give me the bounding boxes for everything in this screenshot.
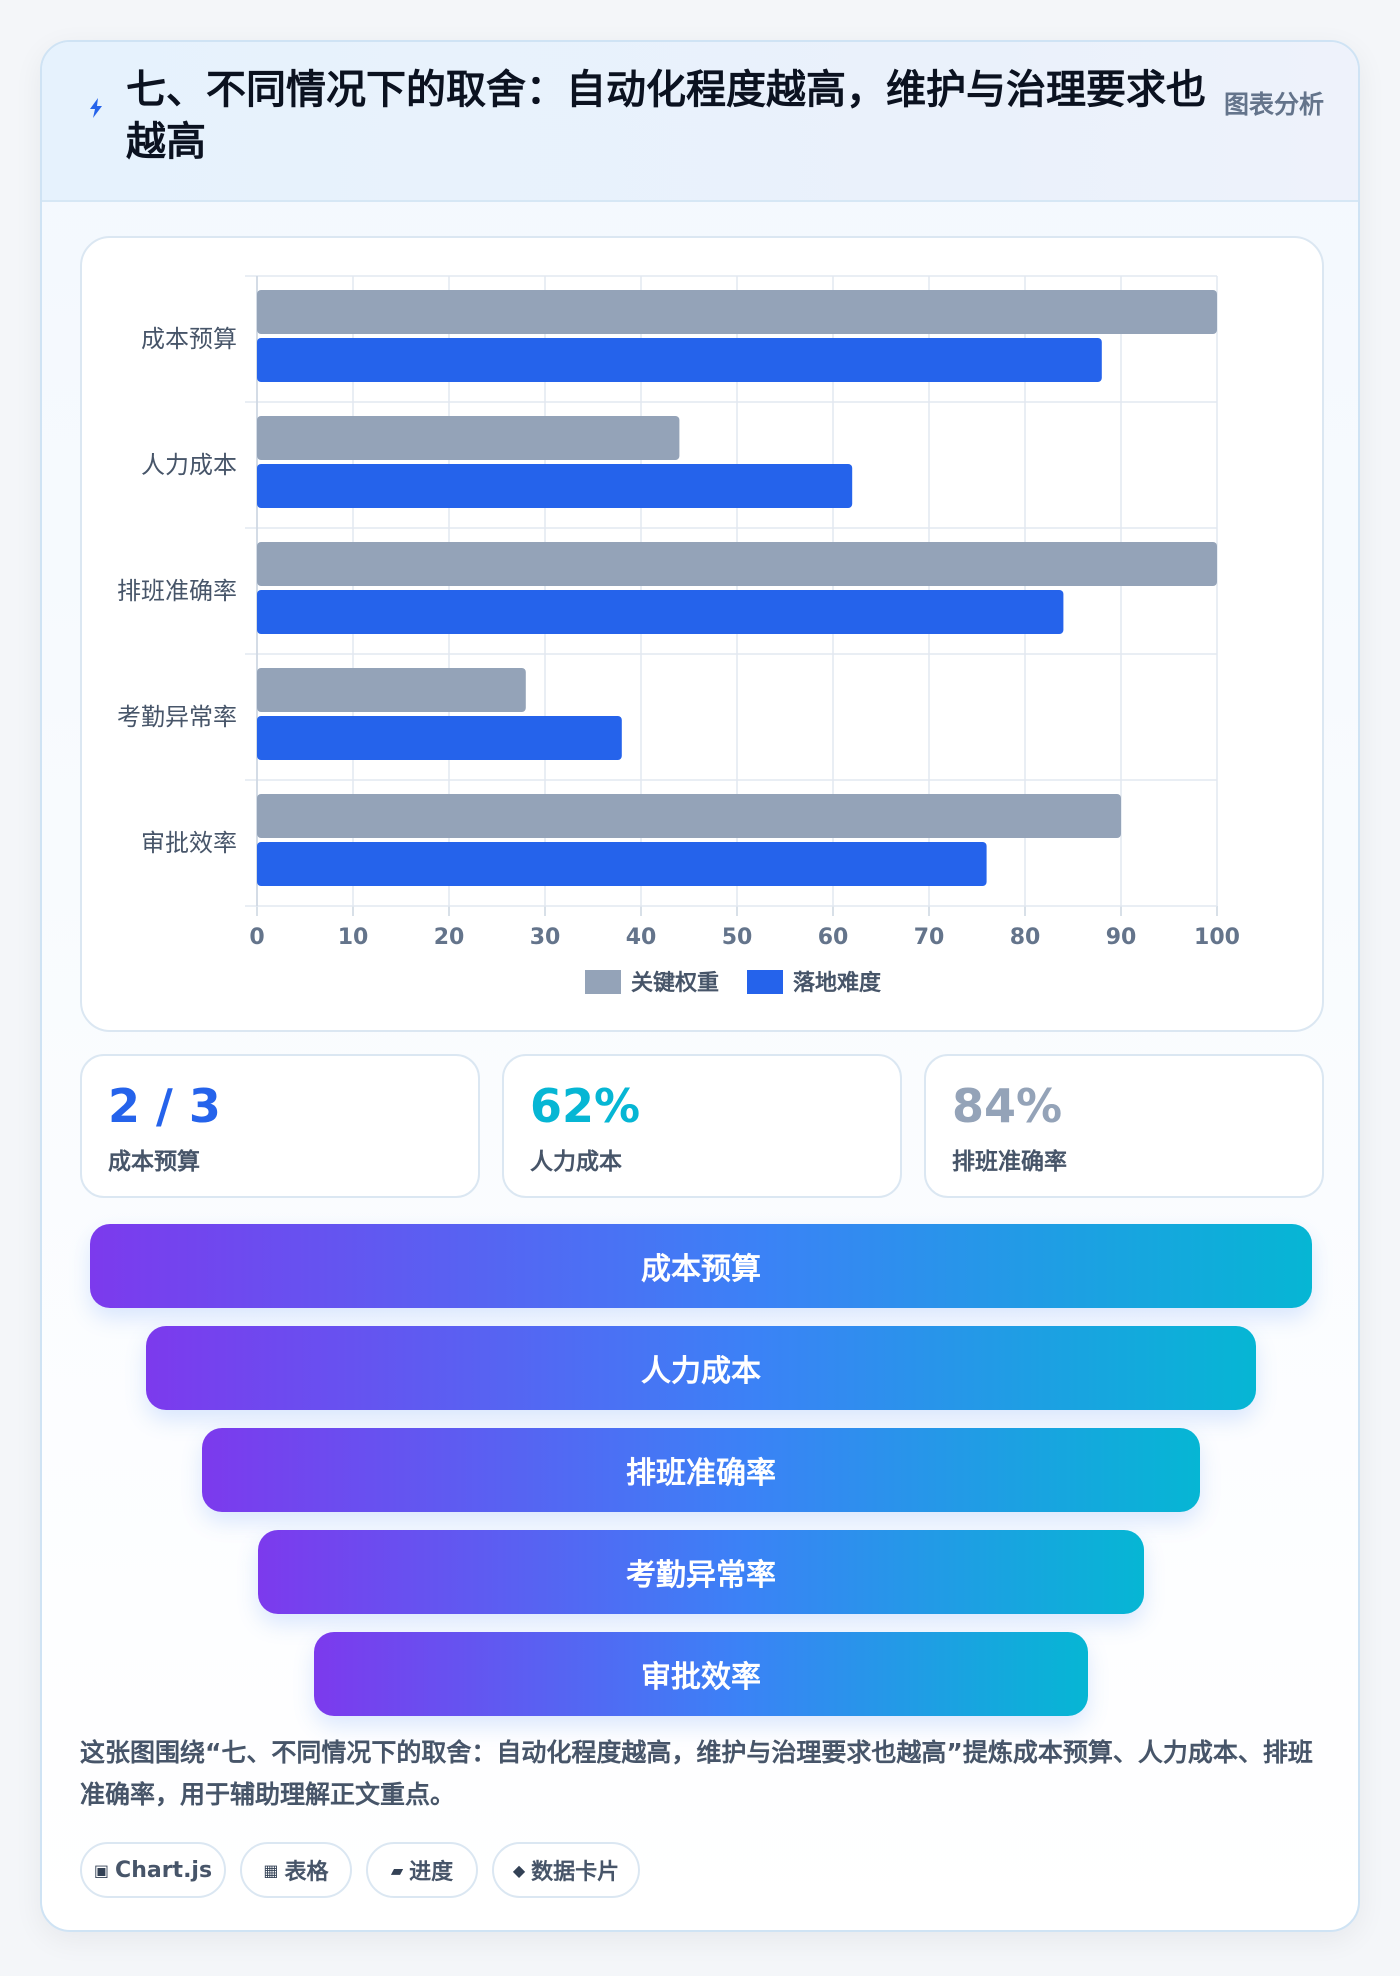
tag-label: 数据卡片 — [531, 1860, 620, 1885]
stat-cards: 2 / 3 成本预算 62% 人力成本 84% 排班准确率 — [80, 1054, 1324, 1198]
bar-chart: 0 10 20 30 40 50 60 70 80 90 100 成本预算人力成本排班准确率考勤异常率… — [117, 275, 1240, 996]
x-tick-label: 40 — [626, 925, 657, 950]
y-tick-label: 排班准确率 — [117, 577, 237, 605]
bar — [257, 464, 853, 508]
tag-label: 表格 — [284, 1860, 329, 1885]
x-tick-label: 100 — [1194, 925, 1240, 950]
tag-label: Chart.js — [115, 1857, 213, 1883]
stat-label: 人力成本 — [530, 1149, 622, 1175]
bar — [257, 668, 526, 712]
funnel-step: 审批效率 — [314, 1632, 1088, 1716]
stat-card: 62% 人力成本 — [502, 1054, 902, 1198]
legend-swatch — [747, 970, 783, 994]
header-tag: 图表分析 — [1224, 90, 1325, 119]
y-tick-label: 成本预算 — [141, 325, 237, 353]
bar — [257, 416, 680, 460]
x-tick-label: 0 — [249, 925, 264, 950]
x-tick-label: 70 — [914, 925, 945, 950]
tag-chartjs[interactable]: ▣ Chart.js — [80, 1842, 226, 1898]
x-tick-label: 60 — [818, 925, 849, 950]
x-tick-label: 90 — [1106, 925, 1137, 950]
stat-label: 成本预算 — [108, 1149, 200, 1175]
progress-icon: ▰ — [390, 1860, 404, 1880]
x-tick-label: 50 — [722, 925, 753, 950]
chart-description: 这张图围绕“七、不同情况下的取舍：自动化程度越高，维护与治理要求也越高”提炼成本… — [80, 1738, 1313, 1809]
bar — [257, 842, 987, 886]
bar — [257, 338, 1102, 382]
funnel-step: 考勤异常率 — [258, 1530, 1144, 1614]
legend-label: 落地难度 — [793, 970, 882, 996]
main-card: 七、不同情况下的取舍：自动化程度越高，维护与治理要求也越高 图表分析 0 10 20… — [40, 40, 1360, 1932]
table-icon: ▦ — [263, 1860, 279, 1880]
x-tick-label: 30 — [530, 925, 561, 950]
tag-progress[interactable]: ▰ 进度 — [366, 1842, 478, 1898]
y-tick-label: 审批效率 — [141, 829, 237, 857]
y-tick-label: 人力成本 — [141, 451, 237, 479]
bar — [257, 590, 1064, 634]
stat-value: 62% — [530, 1079, 641, 1133]
tag-label: 进度 — [409, 1860, 454, 1885]
bar — [257, 290, 1217, 334]
x-tick-label: 80 — [1010, 925, 1041, 950]
stat-card: 2 / 3 成本预算 — [80, 1054, 480, 1198]
bar — [257, 794, 1121, 838]
legend-label: 关键权重 — [631, 970, 719, 996]
stat-value: 2 / 3 — [108, 1079, 221, 1133]
legend-swatch — [585, 970, 621, 994]
diamond-icon: ◆ — [512, 1860, 526, 1880]
stat-label: 排班准确率 — [952, 1149, 1067, 1175]
x-tick-label: 20 — [434, 925, 465, 950]
chart-icon: ▣ — [93, 1860, 110, 1880]
y-tick-label: 考勤异常率 — [117, 703, 237, 731]
x-tick-label: 10 — [338, 925, 369, 950]
page-title: 七、不同情况下的取舍：自动化程度越高，维护与治理要求也越高 — [126, 67, 1206, 165]
bar — [257, 716, 622, 760]
stat-card: 84% 排班准确率 — [924, 1054, 1324, 1198]
lightning-icon — [84, 96, 108, 120]
funnel-step: 人力成本 — [146, 1326, 1256, 1410]
bar-chart-panel: 0 10 20 30 40 50 60 70 80 90 100 成本预算人力成本排班准确率考勤异常率… — [80, 236, 1324, 1032]
tag-table[interactable]: ▦ 表格 — [240, 1842, 352, 1898]
tag-data-card[interactable]: ◆ 数据卡片 — [492, 1842, 640, 1898]
card-header: 七、不同情况下的取舍：自动化程度越高，维护与治理要求也越高 图表分析 — [42, 42, 1358, 202]
funnel-step: 成本预算 — [90, 1224, 1312, 1308]
stat-value: 84% — [952, 1079, 1063, 1133]
bar — [257, 542, 1217, 586]
funnel-step: 排班准确率 — [202, 1428, 1200, 1512]
